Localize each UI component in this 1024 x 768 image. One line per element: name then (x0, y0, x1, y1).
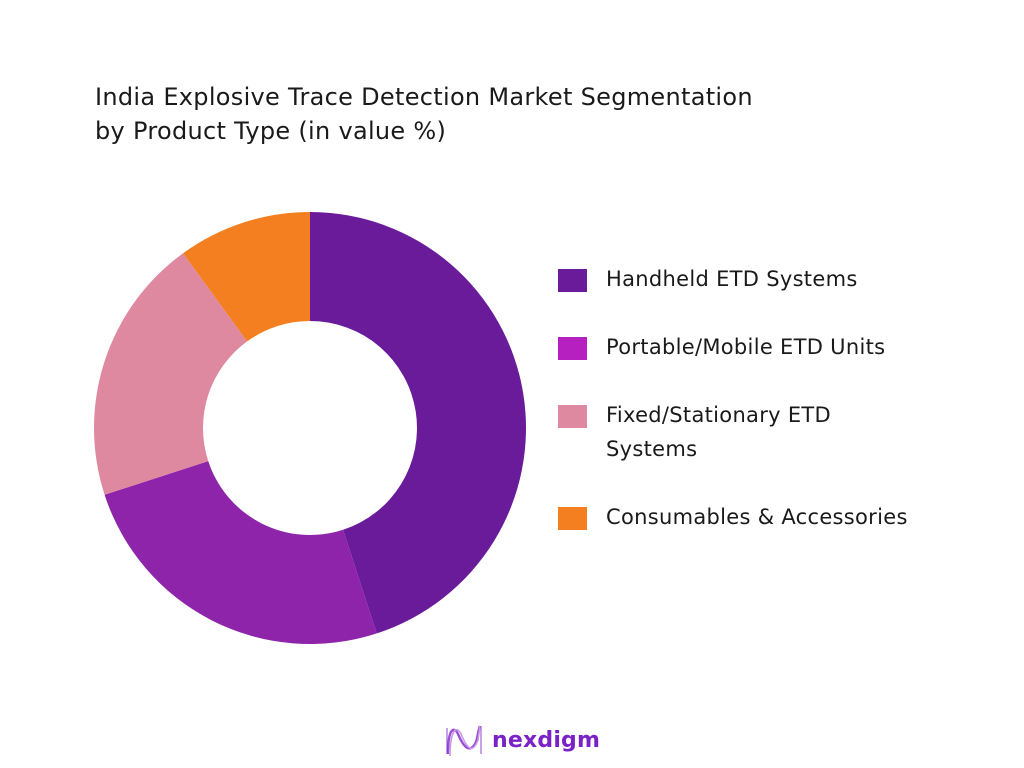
legend-label: Portable/Mobile ETD Units (606, 330, 885, 364)
legend-label-line: Portable/Mobile ETD Units (606, 335, 886, 359)
nexdigm-wave-icon (446, 725, 482, 757)
chart-title-line-1: India Explosive Trace Detection Market S… (95, 83, 753, 111)
donut-slice-fixed-stationary-etd-systems (94, 253, 248, 495)
legend-label: Consumables & Accessories (606, 500, 908, 534)
legend-label: Handheld ETD Systems (606, 262, 858, 296)
chart-title: India Explosive Trace Detection Market S… (95, 80, 753, 148)
legend-item: Portable/Mobile ETD Units (558, 330, 978, 364)
legend-label: Fixed/Stationary ETD Systems (606, 398, 831, 466)
legend-item: Handheld ETD Systems (558, 262, 978, 296)
nexdigm-logo: nexdigm (444, 722, 600, 758)
legend-label-line: Handheld ETD Systems (606, 267, 858, 291)
legend-item: Fixed/Stationary ETD Systems (558, 398, 978, 466)
legend-swatch (558, 405, 587, 428)
brand-name: nexdigm (492, 727, 601, 753)
donut-slice-portable-mobile-etd-units (104, 461, 377, 644)
legend-label-line: Fixed/Stationary ETD (606, 403, 832, 427)
legend-item: Consumables & Accessories (558, 500, 978, 534)
legend-swatch (558, 507, 587, 530)
legend-label-line: Consumables & Accessories (606, 505, 908, 529)
legend-label-line: Systems (606, 437, 698, 461)
legend-swatch (558, 337, 587, 360)
chart-title-line-2: by Product Type (in value %) (95, 117, 447, 145)
donut-slice-consumables-accessories (183, 212, 310, 342)
donut-slice-handheld-etd-systems (310, 212, 526, 634)
legend-swatch (558, 269, 587, 292)
